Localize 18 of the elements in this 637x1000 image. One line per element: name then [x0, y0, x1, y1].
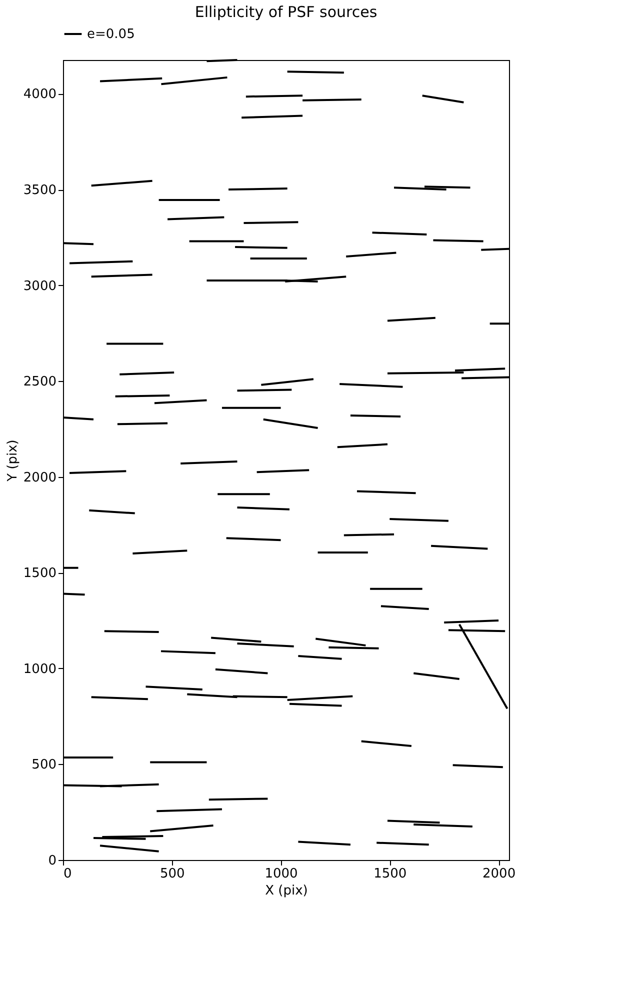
- y-axis-title: Y (pix): [5, 440, 20, 482]
- y-tick-label: 500: [32, 758, 56, 773]
- y-tick-label: 1000: [23, 662, 56, 677]
- x-tick-label: 500: [160, 866, 185, 882]
- chart-title: Ellipticity of PSF sources: [194, 3, 378, 21]
- y-tick-label: 2500: [23, 374, 56, 390]
- y-tick-label: 4000: [23, 87, 56, 102]
- x-tick-label: 1500: [374, 866, 407, 882]
- x-tick-label: 0: [64, 866, 72, 882]
- x-tick-label: 2000: [482, 866, 516, 882]
- y-tick-label: 3000: [23, 278, 56, 294]
- legend-label: e=0.05: [87, 27, 135, 42]
- x-tick-label: 1000: [264, 866, 298, 882]
- x-axis-title: X (pix): [265, 884, 308, 898]
- y-tick-label: 3500: [23, 183, 56, 198]
- y-tick-label: 1500: [23, 566, 56, 582]
- y-tick-label: 2000: [23, 470, 56, 486]
- y-tick-label: 0: [48, 854, 56, 868]
